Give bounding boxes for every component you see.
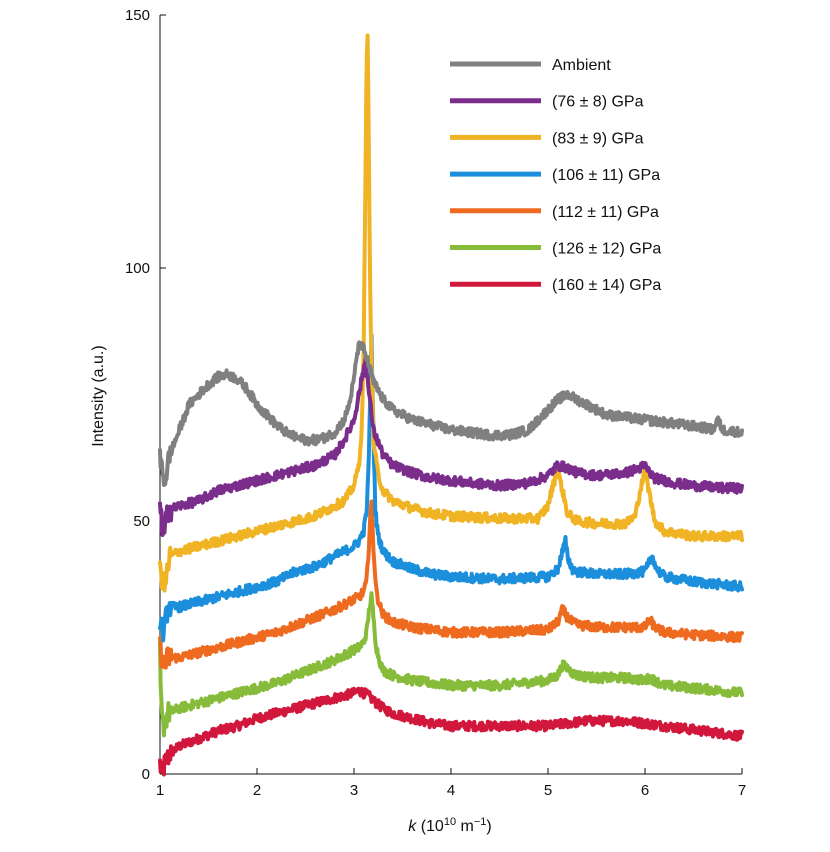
x-axis-title-unit-exponent: −1 [474, 816, 487, 828]
series-line [158, 686, 744, 777]
legend-label: (76 ± 8) GPa [552, 94, 644, 111]
x-tick-label: 4 [447, 782, 455, 799]
series-line [158, 333, 744, 643]
x-tick-label: 7 [738, 782, 746, 799]
legend-label: (83 ± 9) GPa [552, 130, 644, 147]
legend-label: (112 ± 11) GPa [552, 204, 659, 221]
x-axis-title: k (1010 m−1) [408, 816, 491, 835]
y-tick-label: 50 [133, 513, 150, 530]
series-line [158, 340, 744, 487]
y-tick-label: 150 [125, 7, 150, 24]
x-axis-title-unit: m [456, 818, 474, 835]
x-axis-title-symbol: k [408, 818, 417, 835]
y-tick-label: 0 [142, 766, 150, 783]
series-line [158, 591, 744, 738]
legend-label: Ambient [552, 57, 611, 74]
x-tick-label: 3 [350, 782, 358, 799]
x-tick-label: 6 [641, 782, 649, 799]
x-tick-label: 2 [253, 782, 261, 799]
y-axis-title: Intensity (a.u.) [90, 345, 107, 446]
x-axis-title-close: ) [486, 818, 491, 835]
legend: Ambient (76 ± 8) GPa (83 ± 9) GPa (106 ± 11… [450, 57, 661, 294]
x-tick-label: 5 [544, 782, 552, 799]
series-lines [158, 33, 744, 777]
series-line [158, 499, 744, 670]
series-line [158, 356, 744, 537]
legend-label: (106 ± 11) GPa [552, 167, 660, 184]
legend-label: (126 ± 12) GPa [552, 241, 661, 258]
x-ticks: 1 2 3 4 5 6 7 [156, 768, 746, 799]
series-line [158, 33, 744, 593]
x-axis-title-open: (10 [416, 818, 444, 835]
x-tick-label: 1 [156, 782, 164, 799]
x-axis-title-exponent: 10 [444, 816, 456, 828]
y-tick-label: 100 [125, 260, 150, 277]
legend-label: (160 ± 14) GPa [552, 277, 661, 294]
